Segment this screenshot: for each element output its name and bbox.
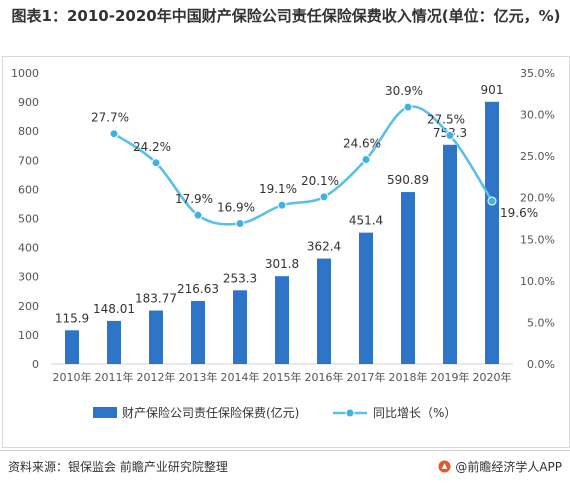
right-axis-tick-label: 0.0% <box>527 358 555 371</box>
x-axis-tick-label: 2020年 <box>473 370 512 384</box>
legend-marker-line <box>346 409 354 417</box>
growth-value-label: 30.9% <box>385 84 423 98</box>
x-axis-tick-label: 2015年 <box>263 370 302 384</box>
bar-value-label: 362.4 <box>307 240 341 254</box>
legend-label-bar: 财产保险公司责任保险保费(亿元) <box>122 405 299 420</box>
left-axis-tick-label: 300 <box>18 271 39 284</box>
x-axis-tick-label: 2014年 <box>221 370 260 384</box>
bar-value-label: 216.63 <box>177 282 219 296</box>
x-axis-tick-label: 2017年 <box>347 370 386 384</box>
bar <box>107 321 121 364</box>
chart-title: 图表1：2010-2020年中国财产保险公司责任保险保费收入情况(单位：亿元，%… <box>10 6 562 27</box>
growth-value-label: 16.9% <box>217 200 255 214</box>
growth-point <box>278 201 286 209</box>
brand-credit: @前瞻经济学人APP <box>438 458 562 475</box>
x-axis-tick-label: 2011年 <box>95 370 134 384</box>
left-axis-tick-label: 600 <box>18 183 39 196</box>
growth-value-label: 27.7% <box>91 111 129 125</box>
growth-point <box>488 197 496 205</box>
growth-point <box>362 155 370 163</box>
right-axis-tick-label: 20.0% <box>520 192 555 205</box>
footer-divider <box>0 450 570 451</box>
bar-value-label: 301.8 <box>265 257 299 271</box>
left-axis-tick-label: 400 <box>18 242 39 255</box>
legend-label-line: 同比增长（%） <box>373 406 456 420</box>
right-axis-tick-label: 15.0% <box>520 233 555 246</box>
left-axis-tick-label: 200 <box>18 300 39 313</box>
bar-value-label: 115.9 <box>55 311 89 325</box>
brand-logo-icon <box>438 460 451 473</box>
bar <box>401 192 415 364</box>
legend-swatch-bar <box>93 407 117 418</box>
left-axis-tick-label: 800 <box>18 125 39 138</box>
growth-value-label: 24.6% <box>343 136 381 150</box>
x-axis-tick-label: 2016年 <box>305 370 344 384</box>
bar <box>149 311 163 364</box>
bar <box>443 145 457 364</box>
growth-point <box>320 193 328 201</box>
bar <box>191 301 205 364</box>
growth-value-label: 19.1% <box>259 182 297 196</box>
growth-point <box>446 131 454 139</box>
bar <box>359 233 373 364</box>
right-axis-tick-label: 10.0% <box>520 275 555 288</box>
bar-value-label: 590.89 <box>387 173 429 187</box>
chart-area: 0 100 200 300 400 500 600 700 800 900 1000 0.0% 5.0%… <box>2 56 570 448</box>
x-axis-tick-label: 2019年 <box>431 370 470 384</box>
x-axis-tick-label: 2012年 <box>137 370 176 384</box>
growth-point <box>110 130 118 138</box>
left-axis-tick-label: 0 <box>32 358 39 371</box>
combo-chart: 0 100 200 300 400 500 600 700 800 900 1000 0.0% 5.0%… <box>3 57 569 447</box>
growth-point <box>404 103 412 111</box>
x-axis-tick-label: 2010年 <box>53 370 92 384</box>
growth-value-label: 19.6% <box>500 206 538 220</box>
growth-value-label: 24.2% <box>133 140 171 154</box>
x-axis-tick-label: 2013年 <box>179 370 218 384</box>
bar-value-label: 148.01 <box>93 302 135 316</box>
source-note: 资料来源：银保监会 前瞻产业研究院整理 <box>8 458 228 475</box>
bar-value-label: 451.4 <box>349 214 383 228</box>
x-axis-tick-label: 2018年 <box>389 370 428 384</box>
bar <box>65 330 79 364</box>
bar-value-label: 183.77 <box>135 292 177 306</box>
growth-value-label: 20.1% <box>301 174 339 188</box>
left-axis-tick-label: 100 <box>18 329 39 342</box>
bar-value-label: 901 <box>481 83 504 97</box>
right-axis-tick-label: 30.0% <box>520 109 555 122</box>
growth-point <box>236 219 244 227</box>
bar <box>485 102 499 364</box>
left-axis-tick-label: 500 <box>18 213 39 226</box>
brand-label: @前瞻经济学人APP <box>455 458 562 475</box>
right-axis-tick-label: 35.0% <box>520 67 555 80</box>
right-axis-tick-label: 25.0% <box>520 150 555 163</box>
bar <box>275 276 289 364</box>
growth-value-label: 17.9% <box>175 192 213 206</box>
left-axis-tick-label: 1000 <box>11 67 39 80</box>
left-axis-tick-label: 900 <box>18 96 39 109</box>
left-axis-tick-label: 700 <box>18 154 39 167</box>
growth-point <box>152 159 160 167</box>
bar <box>317 259 331 364</box>
bar <box>233 290 247 364</box>
bar-value-label: 253.3 <box>223 271 257 285</box>
growth-value-label: 27.5% <box>427 112 465 126</box>
growth-point <box>194 211 202 219</box>
right-axis-tick-label: 5.0% <box>527 316 555 329</box>
